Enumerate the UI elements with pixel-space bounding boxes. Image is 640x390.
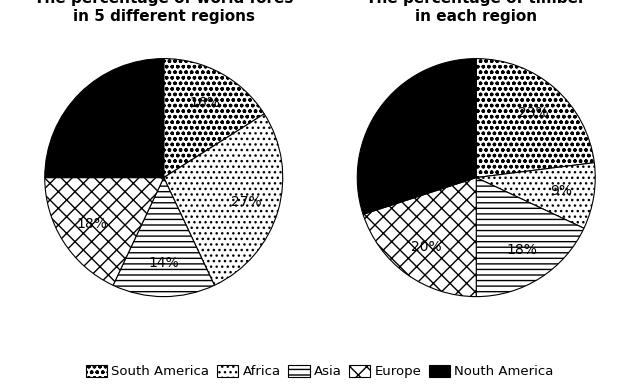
Title: The percentage of world fores
in 5 different regions: The percentage of world fores in 5 diffe… [34,0,293,23]
Wedge shape [476,58,595,177]
Wedge shape [164,114,283,285]
Text: 18%: 18% [507,243,538,257]
Legend: South America, Africa, Asia, Europe, Nouth America: South America, Africa, Asia, Europe, Nou… [81,360,559,383]
Text: 30%: 30% [392,120,422,134]
Text: 27%: 27% [230,195,261,209]
Text: 25%: 25% [88,110,118,124]
Wedge shape [164,58,264,177]
Wedge shape [476,177,584,297]
Title: The percentage of timber
in each region: The percentage of timber in each region [367,0,586,23]
Wedge shape [357,58,476,214]
Wedge shape [363,177,476,297]
Wedge shape [113,177,214,297]
Text: 9%: 9% [550,184,572,198]
Wedge shape [476,163,595,228]
Text: 23%: 23% [518,106,548,121]
Text: 14%: 14% [148,256,179,270]
Wedge shape [45,58,164,177]
Text: 18%: 18% [76,216,107,230]
Text: 20%: 20% [411,240,441,254]
Wedge shape [45,177,164,285]
Text: 16%: 16% [189,96,220,110]
